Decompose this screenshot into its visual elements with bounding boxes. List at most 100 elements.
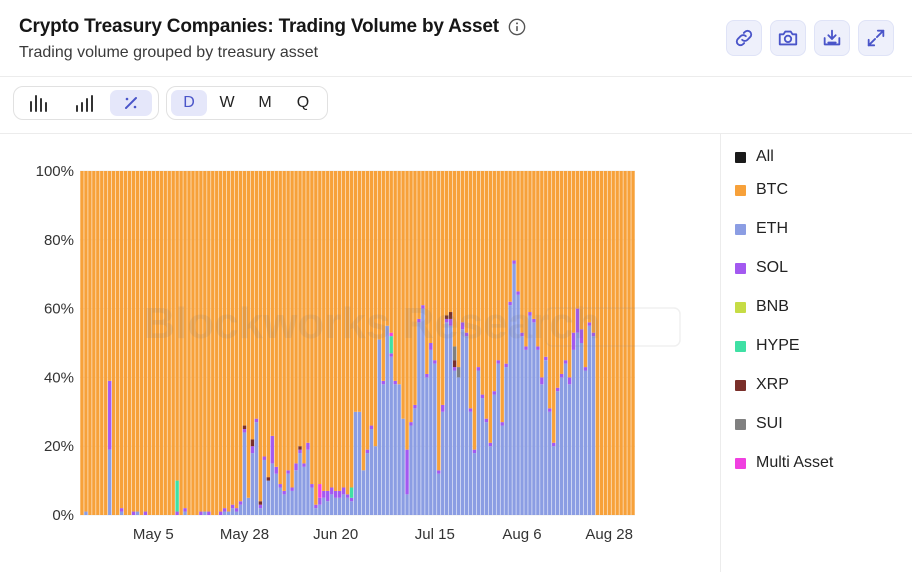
bar-segment-eth xyxy=(230,508,235,515)
bar-segment-eth xyxy=(544,360,548,515)
bar-segment-eth xyxy=(318,504,322,515)
bar-segment-btc xyxy=(631,171,635,515)
bar-segment-btc xyxy=(413,171,417,405)
download-icon xyxy=(823,29,841,46)
bar-segment-btc xyxy=(191,171,195,515)
bar-segment-sol xyxy=(230,504,235,509)
bar-segment-sol xyxy=(290,487,294,491)
bar-segment-btc xyxy=(84,171,88,512)
bar-segment-btc xyxy=(520,171,524,333)
bar-segment-sol xyxy=(552,442,556,447)
bar-segment-sol xyxy=(421,305,425,309)
x-tick-label: Aug 6 xyxy=(502,526,541,543)
legend-item-xrp[interactable]: XRP xyxy=(735,376,789,394)
bar-segment-sol xyxy=(567,377,572,385)
legend-item-sui[interactable]: SUI xyxy=(735,415,783,433)
interval-w-button[interactable]: W xyxy=(219,94,235,111)
bar-segment-sol xyxy=(175,511,179,515)
bar-segment-btc xyxy=(587,171,592,323)
chart-toolbar: D W M Q xyxy=(0,76,912,134)
legend-item-btc[interactable]: BTC xyxy=(735,181,788,199)
download-button[interactable] xyxy=(814,20,850,56)
bar-segment-eth xyxy=(448,325,453,515)
bar-segment-eth xyxy=(548,411,552,515)
bar-segment-btc xyxy=(278,171,282,485)
bar-segment-eth xyxy=(337,497,342,515)
bar-segment-btc xyxy=(599,171,604,515)
bar-segment-eth xyxy=(302,466,306,515)
bar-segment-sol xyxy=(286,470,290,474)
bar-segment-sol xyxy=(433,360,437,364)
bar-segment-btc xyxy=(563,171,568,361)
bar-segment-btc xyxy=(389,171,393,333)
percent-view-button[interactable] xyxy=(110,90,152,116)
bar-segment-eth xyxy=(452,370,457,515)
legend-item-sol[interactable]: SOL xyxy=(735,259,788,277)
bar-segment-btc xyxy=(484,171,489,419)
bar-segment-sol xyxy=(476,367,481,371)
bar-segment-btc xyxy=(139,171,144,515)
interval-m-button[interactable]: M xyxy=(258,94,272,111)
bar-segment-sol xyxy=(488,442,493,447)
bar-segment-btc xyxy=(155,171,160,515)
percent-icon xyxy=(125,97,137,109)
bar-segment-btc xyxy=(88,171,92,515)
legend-item-hype[interactable]: HYPE xyxy=(735,337,800,355)
interval-d-button[interactable]: D xyxy=(171,90,207,116)
legend-item-multi-asset[interactable]: Multi Asset xyxy=(735,454,833,472)
interval-q-button[interactable]: Q xyxy=(296,94,310,111)
bar-segment-btc xyxy=(559,171,564,374)
bar-segment-sol xyxy=(555,387,560,392)
bar-segment-sol xyxy=(258,504,263,509)
bar-segment-btc xyxy=(627,171,631,515)
bar-segment-eth xyxy=(381,384,385,515)
watermark: Blockworks Research xyxy=(143,299,681,348)
chart-subtitle: Trading volume grouped by treasury asset xyxy=(19,44,319,61)
bar-segment-eth xyxy=(373,446,378,515)
screenshot-button[interactable] xyxy=(770,20,806,56)
bar-segment-btc xyxy=(147,171,152,515)
legend-swatch xyxy=(735,418,746,430)
info-icon[interactable] xyxy=(508,18,526,36)
bar-segment-eth xyxy=(84,511,88,515)
bar-segment-sol xyxy=(444,318,449,323)
legend-label: SOL xyxy=(756,259,789,276)
copy-link-button[interactable] xyxy=(726,20,762,56)
bar-segment-btc xyxy=(254,171,259,419)
y-tick-label: 40% xyxy=(44,369,74,386)
legend-item-all[interactable]: All xyxy=(735,148,774,166)
bar-segment-btc xyxy=(480,171,485,395)
bars-layer xyxy=(80,171,635,515)
bar-segment-btc xyxy=(306,171,310,443)
bar-segment-btc xyxy=(595,171,600,515)
title-row: Crypto Treasury Companies: Trading Volum… xyxy=(19,16,526,38)
x-tick-label: Aug 28 xyxy=(585,526,633,543)
bar-segment-btc xyxy=(540,171,544,378)
bar-segment-btc xyxy=(464,171,469,333)
grouped-bar-button[interactable] xyxy=(18,90,60,116)
bar-segment-btc xyxy=(452,171,457,347)
bar-segment-btc xyxy=(500,171,504,423)
legend-label: HYPE xyxy=(756,337,800,354)
fullscreen-button[interactable] xyxy=(858,20,894,56)
bar-segment-eth xyxy=(421,308,425,515)
legend-item-bnb[interactable]: BNB xyxy=(735,298,789,316)
bar-segment-multi-asset xyxy=(318,484,322,498)
interval-group: D W M Q xyxy=(166,86,328,120)
legend-item-eth[interactable]: ETH xyxy=(735,220,788,238)
bar-segment-btc xyxy=(456,171,461,368)
legend-swatch xyxy=(735,184,746,196)
legend-label: BNB xyxy=(756,298,789,315)
bar-segment-eth xyxy=(488,446,493,515)
bar-segment-eth xyxy=(108,449,112,515)
y-tick-label: 60% xyxy=(44,301,74,318)
chart-legend: All BTC ETH SOL BNB HYPE XRP SUI Multi Asset xyxy=(720,134,912,572)
bar-segment-btc xyxy=(203,171,207,512)
link-icon xyxy=(735,29,753,47)
bar-segment-btc xyxy=(215,171,219,515)
bar-segment-eth xyxy=(587,325,592,515)
bar-segment-sol xyxy=(468,408,473,412)
bar-segment-eth xyxy=(119,511,124,515)
bar-segment-sol xyxy=(448,318,453,326)
stacked-bar-button[interactable] xyxy=(64,90,106,116)
